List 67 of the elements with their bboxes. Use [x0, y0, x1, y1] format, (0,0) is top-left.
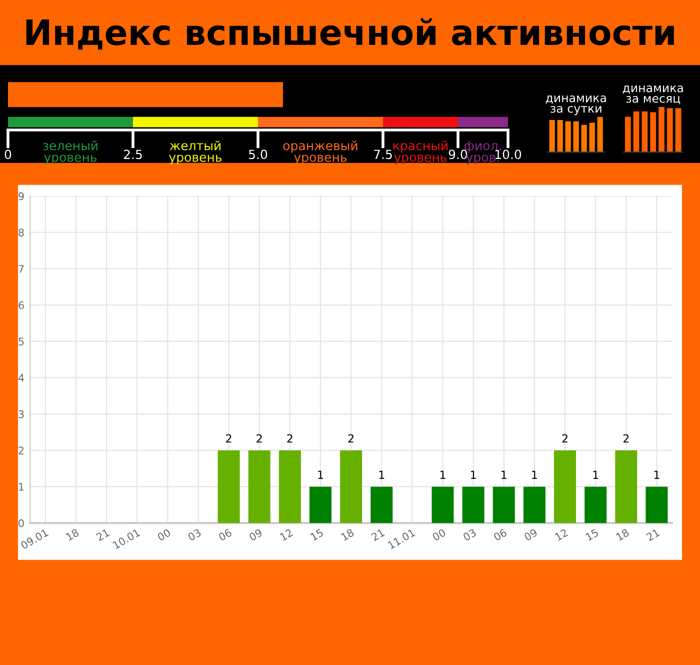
data-label: 2: [562, 434, 568, 442]
x-tick-label: 06: [493, 528, 508, 542]
chart-title: Индекс вспышечной активности: [26, 18, 674, 50]
x-tick-label: 18: [340, 528, 354, 541]
bar: [666, 108, 673, 152]
y-tick-label: 9: [18, 192, 24, 200]
bar: [581, 124, 587, 152]
y-tick-label: 5: [18, 338, 24, 346]
text: оранжевый уровень: [283, 140, 358, 164]
text: зеленый уровень: [43, 140, 98, 164]
x-tick-label: 2.5: [124, 150, 142, 160]
data-label: 1: [440, 470, 446, 479]
y-tick-label: 3: [18, 410, 24, 418]
bar: [597, 116, 603, 152]
x-tick-label: 06: [218, 528, 232, 542]
text: желтый уровень: [169, 140, 222, 164]
bar: [624, 116, 631, 152]
x-tick-label: 00: [432, 528, 446, 542]
chart-title: динамика за месяц: [622, 85, 683, 104]
y-tick-label: 2: [18, 446, 24, 454]
bar: [589, 122, 595, 152]
data-label: 2: [623, 434, 629, 442]
data-label: 2: [226, 434, 232, 442]
bar: [633, 111, 640, 152]
x-tick-label: 12: [280, 528, 293, 541]
y-tick-label: 7: [18, 265, 24, 273]
y-tick-label: 1: [19, 483, 24, 491]
chart-title: динамика за сутки: [546, 95, 606, 116]
x-tick-label: 18: [66, 528, 80, 541]
data-label: 1: [471, 470, 476, 479]
y-tick-label: 4: [18, 374, 24, 382]
data-label: 2: [287, 434, 292, 442]
bar: [650, 112, 656, 152]
data-label: 1: [379, 470, 384, 479]
data-label: 1: [502, 470, 506, 479]
x-tick-label: 21: [646, 528, 660, 541]
y-tick-label: 0: [18, 519, 24, 528]
x-tick-label: 21: [370, 528, 385, 541]
text: красный уровень: [394, 140, 448, 164]
bar: [642, 111, 648, 152]
bar: [573, 121, 579, 152]
x-tick-label: 09: [248, 528, 263, 542]
x-tick-label: 00: [156, 528, 172, 542]
bar: [549, 120, 555, 152]
x-tick-label: 12: [554, 528, 568, 541]
data-label: 1: [593, 470, 598, 479]
x-tick-label: 03: [462, 528, 477, 542]
x-tick-label: 15: [310, 528, 324, 541]
x-tick-label: 18: [616, 528, 630, 541]
data-label: 2: [348, 434, 354, 442]
y-tick-label: 8: [18, 228, 24, 236]
x-tick-label: 5.0: [249, 150, 268, 160]
data-label: 1: [654, 470, 660, 479]
bar: [557, 120, 563, 152]
bar: [658, 106, 664, 152]
data-label: 2: [256, 434, 262, 442]
x-tick-label: 0: [4, 150, 12, 160]
bar: [565, 121, 571, 152]
data-label: 1: [318, 470, 323, 479]
x-tick-label: 21: [96, 528, 110, 541]
x-tick-label: 15: [585, 528, 599, 541]
y-tick-label: 6: [18, 301, 24, 310]
x-tick-label: 03: [187, 528, 202, 542]
data-label: 1: [532, 470, 537, 479]
x-tick-label: 09: [524, 528, 538, 542]
bar: [675, 108, 682, 152]
x-tick-label: 7.5: [374, 150, 392, 160]
